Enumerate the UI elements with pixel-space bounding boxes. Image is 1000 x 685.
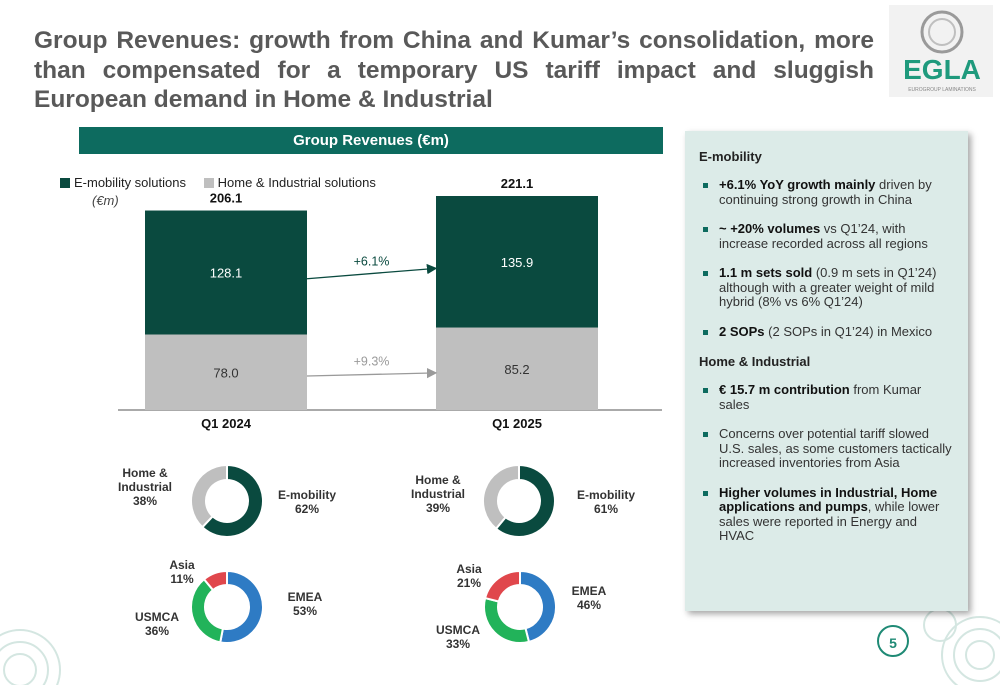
growth-arrow-home-industrial [306, 367, 438, 379]
donut-slice-label: USMCA [135, 610, 179, 624]
growth-arrow-emobility [306, 263, 438, 280]
commentary-panel: E-mobility +6.1% YoY growth mainly drive… [685, 131, 968, 611]
legend-item-home-industrial: Home & Industrial solutions [203, 175, 376, 190]
emobility-bullets: +6.1% YoY growth mainly driven by contin… [699, 177, 952, 340]
donut-slice [200, 463, 264, 538]
donut-slice-label: 38% [133, 494, 157, 508]
bar-total-label: 206.1 [210, 191, 243, 206]
donut-slice-label: Industrial [411, 487, 465, 501]
donut-slice-label: 36% [145, 624, 169, 638]
logo-text: EGLA [903, 54, 981, 85]
bar-total-label: 221.1 [501, 176, 534, 191]
home-industrial-bullets: € 15.7 m contribution from Kumar sales C… [699, 382, 952, 544]
donut-slice [190, 577, 225, 644]
bar-segment [436, 327, 598, 410]
donut-slice [494, 463, 556, 538]
revenue-bar-chart: 78.0 128.1 206.1 Q1 2024 85.2 135.9 221.1 Q1 20… [118, 176, 662, 431]
donut-slice-label: EMEA [288, 590, 323, 604]
bar-value-label: 128.1 [210, 266, 243, 281]
donut-slice-label: Home & [415, 473, 461, 487]
donut-slice-label: 11% [170, 572, 194, 586]
donut-slice-label: 33% [446, 637, 470, 651]
bullet-item: Concerns over potential tariff slowed U.… [699, 426, 952, 471]
bar-value-label: 135.9 [501, 255, 534, 270]
legend-item-emobility: E-mobility solutions [60, 175, 186, 190]
donut-slice-label: 62% [295, 502, 319, 516]
chart-title: Group Revenues (€m) [79, 127, 663, 154]
bullet-item: 1.1 m sets sold (0.9 m sets in Q1’24) al… [699, 265, 952, 310]
donut-slice [482, 463, 520, 531]
donut-slice [483, 596, 531, 644]
bullet-item: ~ +20% volumes vs Q1’24, with increase r… [699, 221, 952, 251]
donut-slice-label: 39% [426, 501, 450, 515]
donut-slice [190, 463, 228, 529]
donut-slice-label: EMEA [572, 584, 607, 598]
donut-slice-label: E-mobility [278, 488, 336, 502]
donut-slice-label: 21% [457, 576, 481, 590]
donut-slice-label: 53% [293, 604, 317, 618]
donut-slice-label: USMCA [436, 623, 480, 637]
bar-segment [145, 210, 307, 335]
donut-slice-label: 61% [594, 502, 618, 516]
page-title: Group Revenues: growth from China and Ku… [34, 27, 874, 113]
home-industrial-heading: Home & Industrial [699, 354, 811, 369]
donut-slice-label: Home & [122, 466, 168, 480]
bar-value-label: 85.2 [504, 362, 529, 377]
emobility-heading: E-mobility [699, 149, 762, 164]
donut-slice-label: Asia [169, 558, 195, 572]
donut-slice-label: Asia [456, 562, 482, 576]
bullet-item: +6.1% YoY growth mainly driven by contin… [699, 177, 952, 207]
page-number: 5 [877, 625, 909, 657]
donut-slice-label: 46% [577, 598, 601, 612]
growth-label-home-industrial: +9.3% [354, 354, 390, 368]
chart-legend: E-mobility solutions Home & Industrial s… [60, 175, 390, 190]
donut-slice [219, 569, 264, 644]
unit-label: (€m) [92, 193, 119, 208]
bullet-item: Higher volumes in Industrial, Home appli… [699, 485, 952, 544]
bullet-item: € 15.7 m contribution from Kumar sales [699, 382, 952, 412]
bar-segment [145, 334, 307, 410]
growth-label-emobility: +6.1% [354, 255, 390, 269]
company-logo: EGLA EUROGROUP LAMINATIONS [887, 5, 995, 97]
donut-slice-label: E-mobility [577, 488, 635, 502]
bar-value-label: 78.0 [213, 365, 238, 380]
decorative-pattern-left [0, 629, 61, 685]
donut-slice [202, 569, 228, 592]
category-tick-label: Q1 2024 [201, 416, 252, 431]
bullet-item: 2 SOPs (2 SOPs in Q1’24) in Mexico [699, 324, 952, 340]
bar-segment [436, 196, 598, 328]
logo-subtext: EUROGROUP LAMINATIONS [908, 87, 976, 93]
donut-slice [483, 569, 521, 603]
category-tick-label: Q1 2025 [492, 416, 542, 431]
donut-slice-label: Industrial [118, 480, 172, 494]
